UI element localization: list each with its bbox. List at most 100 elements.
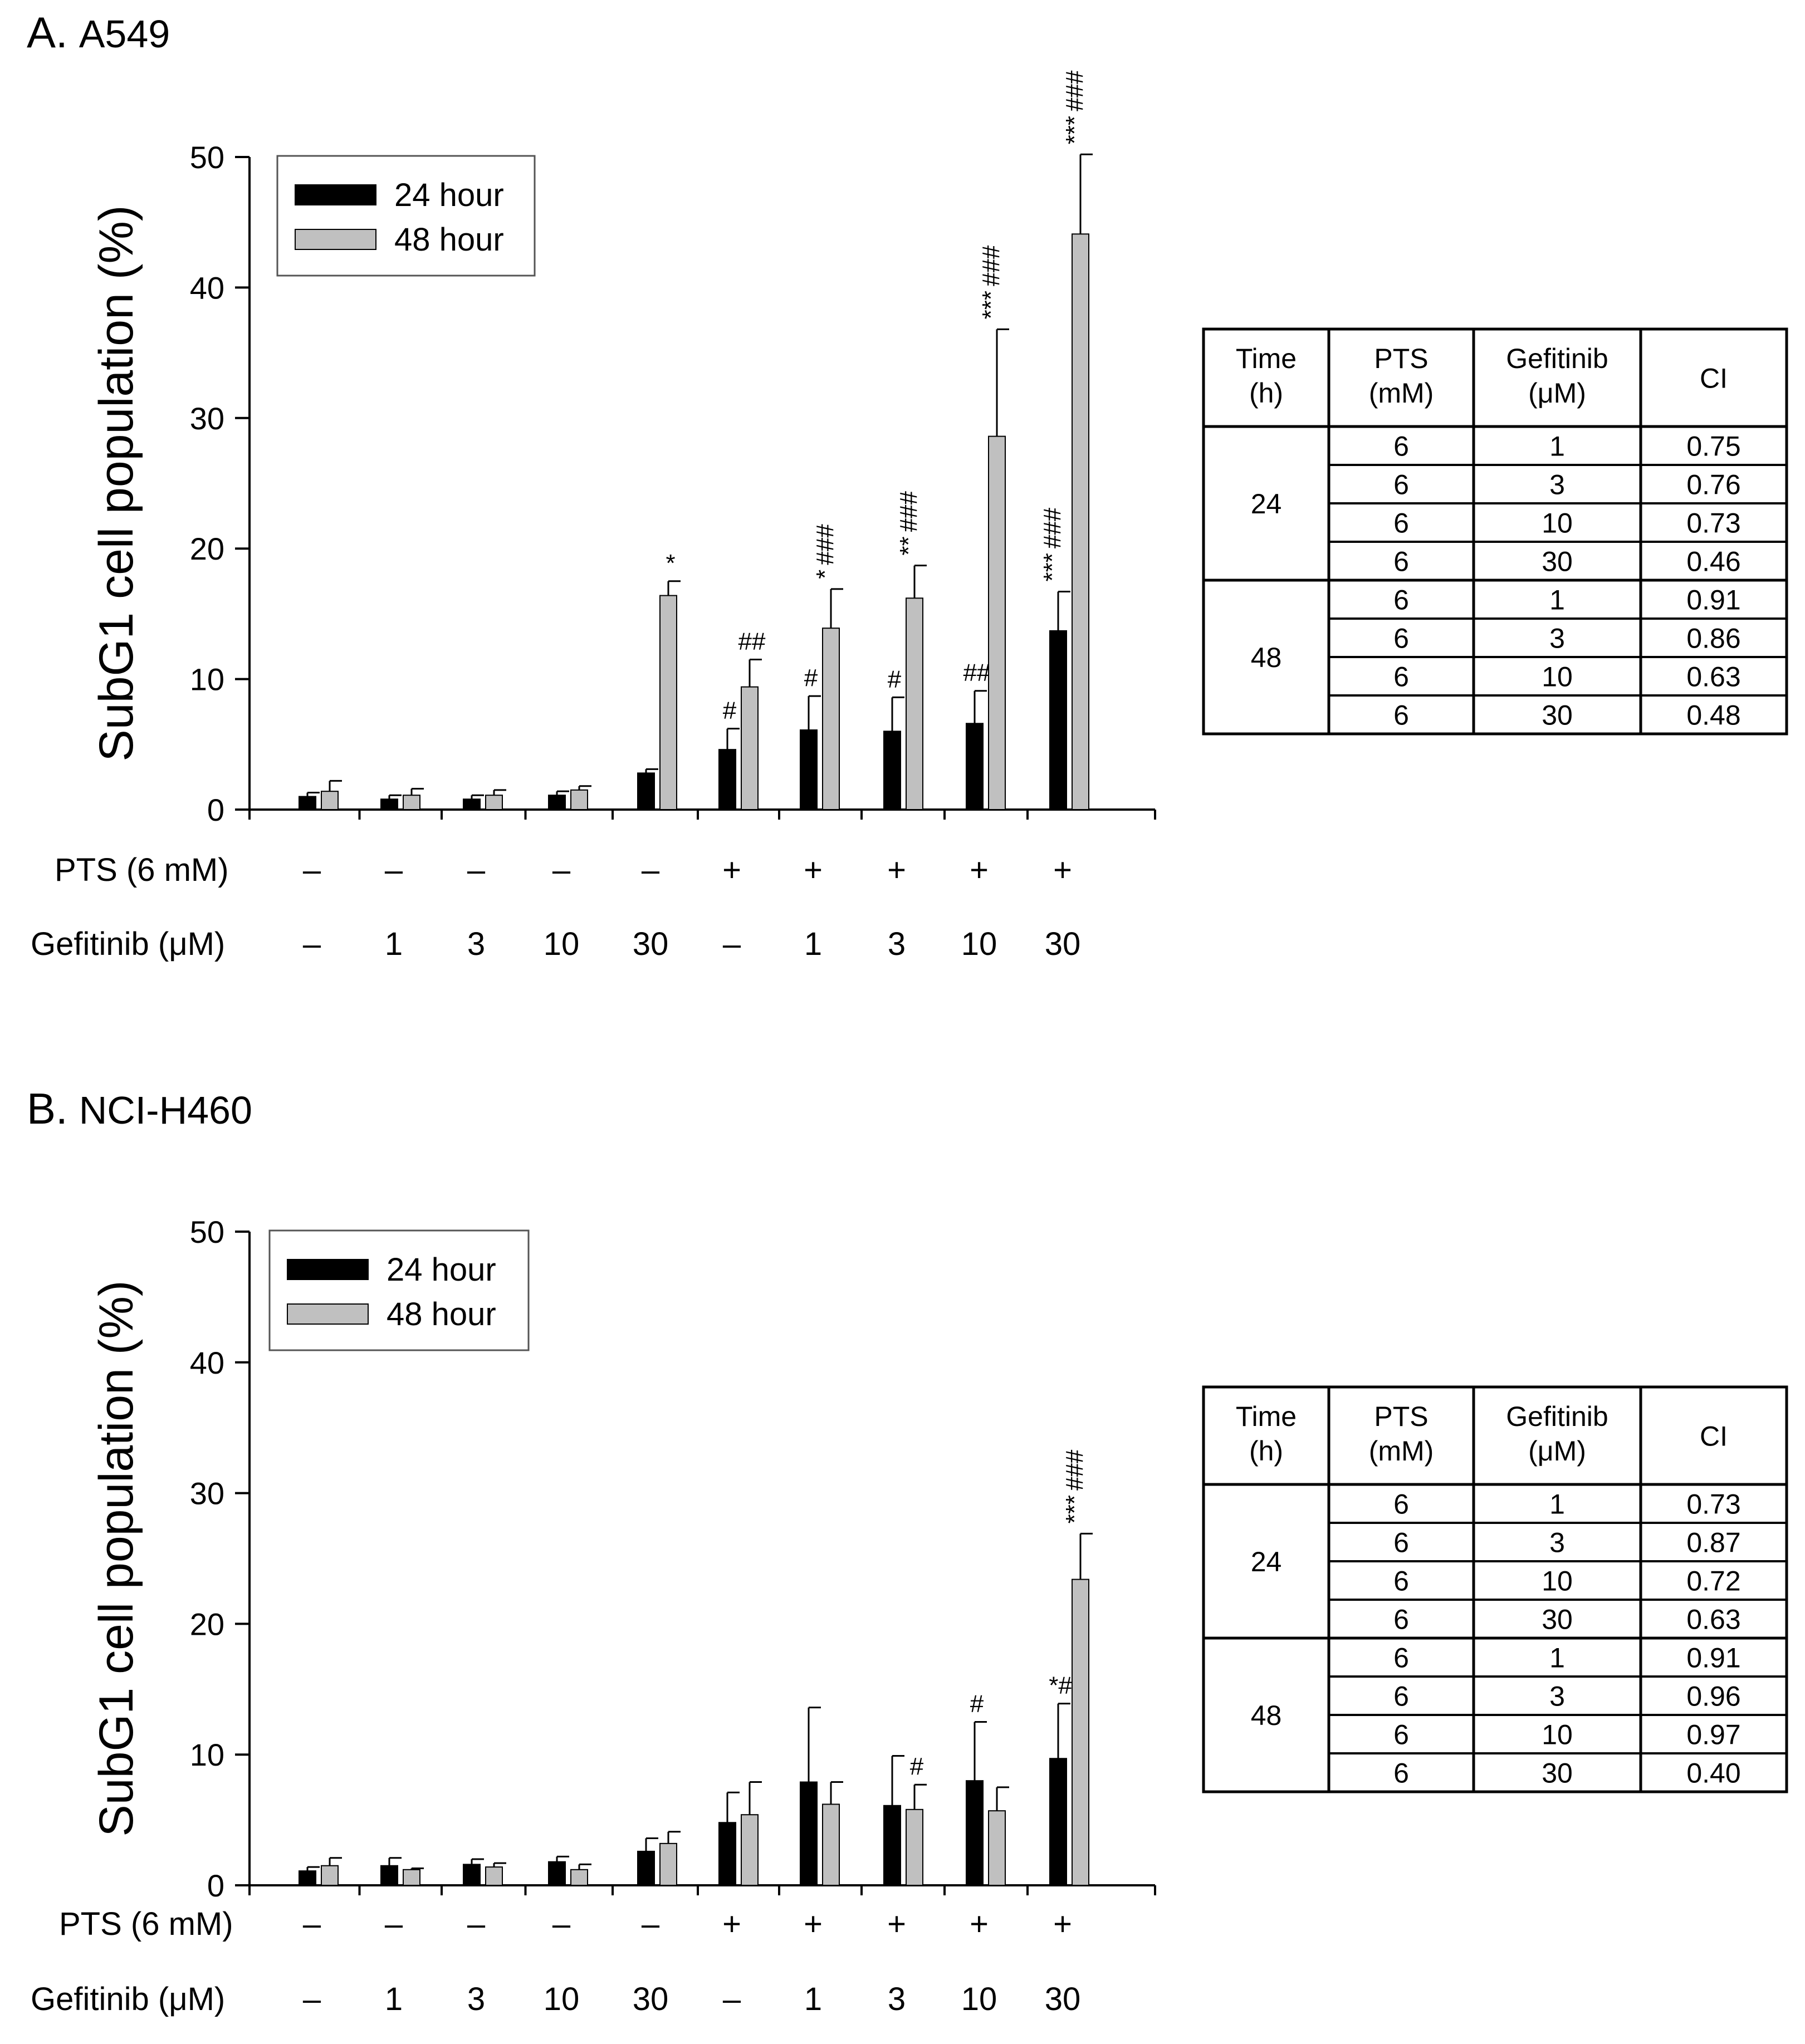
ci-cell: 0.96 [1686, 1681, 1740, 1712]
panel-title: B. NCI-H460 [27, 1084, 252, 1133]
legend-swatch [287, 1259, 369, 1280]
ci-cell: 0.40 [1686, 1758, 1740, 1789]
bar [1072, 1579, 1089, 1886]
gefitinib-mark: 3 [467, 926, 485, 962]
ci-cell: 6 [1393, 623, 1409, 654]
bar [883, 1805, 901, 1886]
significance-label: ## [963, 659, 991, 687]
pts-mark: – [303, 852, 321, 888]
significance-label: # [970, 1690, 984, 1718]
ci-header-line: Gefitinib [1506, 1401, 1608, 1432]
ci-time: 24 [1251, 488, 1282, 519]
ci-cell: 0.73 [1686, 1489, 1740, 1520]
legend-label: 24 hour [394, 177, 504, 213]
ci-header-line: (mM) [1369, 1435, 1434, 1467]
gefitinib-mark: 30 [633, 926, 669, 962]
y-tick-label: 50 [190, 140, 224, 175]
gefitinib-mark: 10 [544, 1981, 580, 2017]
significance-label: * [666, 550, 675, 577]
legend-swatch [295, 229, 376, 250]
bar [718, 749, 736, 811]
gefitinib-mark: 1 [804, 1981, 822, 2017]
significance-star: *** [1061, 1495, 1088, 1523]
significance-label: *# [1049, 1672, 1072, 1699]
pts-mark: + [887, 852, 906, 888]
significance-label: * ### [811, 524, 839, 579]
legend-label: 24 hour [387, 1252, 496, 1288]
bar [403, 1869, 420, 1886]
bar [637, 1850, 655, 1886]
significance-star: ** [895, 536, 922, 555]
ci-cell: 6 [1393, 1719, 1409, 1751]
bar [988, 1810, 1006, 1886]
ci-cell: 0.91 [1686, 1643, 1740, 1674]
legend-label: 48 hour [387, 1296, 496, 1332]
y-tick-label: 20 [190, 1606, 224, 1641]
y-tick-label: 0 [207, 792, 224, 827]
ci-cell: 0.97 [1686, 1719, 1740, 1751]
bar [463, 798, 481, 811]
gefitinib-mark: – [303, 926, 321, 962]
ci-cell: 3 [1549, 1527, 1565, 1558]
ci-cell: 0.87 [1686, 1527, 1740, 1558]
bar [741, 686, 759, 810]
significance-hash: ### [1061, 70, 1088, 111]
ci-cell: 3 [1549, 623, 1565, 654]
pts-mark: + [722, 852, 741, 888]
y-tick-label: 50 [190, 1214, 224, 1249]
ci-table-frame [1202, 327, 1788, 736]
bar [463, 1864, 481, 1886]
panel-b: B. NCI-H460 SubG1 cell population (%) 0 10 20… [27, 1084, 1788, 2017]
bar [485, 1866, 503, 1886]
ci-time: 48 [1251, 642, 1282, 673]
legend-frame [268, 1229, 530, 1351]
significance-label: *** ### [1061, 1449, 1088, 1523]
legend-label: 48 hour [394, 222, 504, 258]
bar [822, 1803, 840, 1886]
pts-mark: – [552, 852, 571, 888]
ci-cell: 1 [1549, 1489, 1565, 1520]
panel-cell-line: A549 [79, 12, 170, 56]
ci-time: 48 [1251, 1700, 1282, 1731]
bar [1049, 1758, 1067, 1886]
bar [637, 772, 655, 811]
pts-mark: + [1053, 1906, 1072, 1942]
ci-cell: 10 [1542, 1566, 1573, 1597]
significance-hash: ### [1039, 507, 1066, 548]
y-tick-label: 30 [190, 401, 224, 436]
bar [321, 791, 339, 810]
ci-cell: 0.91 [1686, 585, 1740, 616]
ci-cell: 0.73 [1686, 508, 1740, 539]
bar [988, 435, 1006, 810]
gefitinib-mark: 10 [961, 1981, 997, 2017]
bar [1072, 233, 1089, 810]
panel-letter: A. [27, 8, 68, 57]
gefitinib-mark: 3 [888, 1981, 906, 2017]
ci-cell: 6 [1393, 1527, 1409, 1558]
ci-header-line: PTS [1374, 1401, 1428, 1432]
pts-mark: – [552, 1906, 571, 1942]
gefitinib-row-label: Gefitinib (μM) [31, 926, 225, 962]
significance-label: # [910, 1753, 924, 1780]
ci-header-line: (h) [1249, 378, 1283, 409]
ci-header-line: PTS [1374, 343, 1428, 374]
bar [548, 795, 566, 810]
gefitinib-mark: 1 [385, 1981, 403, 2017]
significance-hash: ### [1061, 1449, 1088, 1491]
ci-time: 24 [1251, 1546, 1282, 1577]
y-tick-label: 10 [190, 662, 224, 697]
ci-cell: 6 [1393, 546, 1409, 577]
ci-header-line: (μM) [1528, 378, 1586, 409]
bar [548, 1861, 566, 1886]
gefitinib-mark: – [303, 1981, 321, 2017]
pts-mark: + [722, 1906, 741, 1942]
bar [299, 1870, 316, 1886]
bar [906, 597, 923, 810]
ci-header-line: (h) [1249, 1435, 1283, 1467]
significance-star: *** [1061, 116, 1088, 144]
ci-cell: 0.76 [1686, 469, 1740, 501]
pts-mark: + [887, 1906, 906, 1942]
bar [403, 795, 420, 810]
bar [822, 628, 840, 810]
